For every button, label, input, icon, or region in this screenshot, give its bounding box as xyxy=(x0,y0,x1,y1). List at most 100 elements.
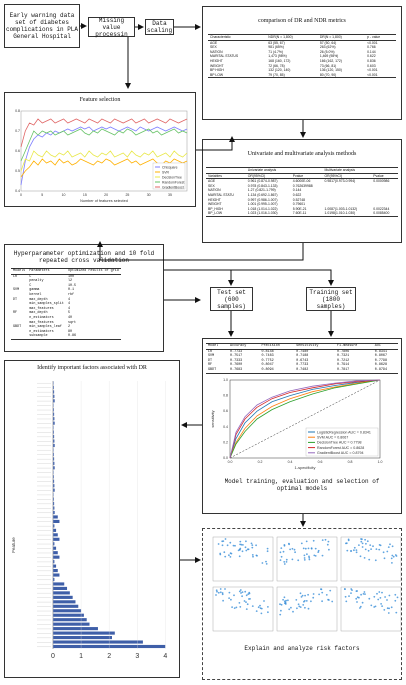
metrics-cell: 0.7212 xyxy=(337,358,350,363)
shap-point xyxy=(321,591,324,594)
shap-point xyxy=(310,600,312,603)
shap-point xyxy=(296,607,298,610)
metrics-header-cell: Sensitivity xyxy=(296,344,319,348)
shap-point xyxy=(265,560,267,563)
shap-point xyxy=(394,554,397,556)
hyperparameter-row: penalty l2 xyxy=(11,279,121,284)
roc-x-tick: 0.2 xyxy=(258,460,263,464)
shap-point xyxy=(374,559,377,562)
comparison-cell: WEIGHT xyxy=(210,63,224,68)
importance-bar xyxy=(53,551,58,555)
comparison-cell: 1,473 (98%) xyxy=(268,54,287,59)
feature-selection-chart: 0.4 0.5 0.6 0.7 0.8 0 5 10 15 20 25 30 35 Number of f… xyxy=(15,109,188,203)
shap-point xyxy=(361,538,363,541)
shap-point xyxy=(292,610,294,613)
roc-y-tick: 0.0 xyxy=(223,456,228,460)
univariate-header-cell: Pvalue xyxy=(373,173,384,178)
legend-label: DecisionTree xyxy=(162,175,182,179)
metrics-row: RF 0.7600 0.8047 0.7733 0.7914 0.8628 xyxy=(206,363,398,368)
shap-point xyxy=(314,547,317,550)
comparison-cell: 80 (70, 90) xyxy=(319,72,337,77)
importance-chart: 0 1 2 3 4 Feature xyxy=(11,381,167,660)
shap-point xyxy=(386,550,389,553)
hyperparameter-cell: 4 xyxy=(67,306,70,311)
univariate-cell: 0.79601 xyxy=(292,202,306,207)
hyperparameter-cell: RF xyxy=(13,311,18,316)
shap-point xyxy=(285,599,287,602)
univariate-cell: BP_HIGH xyxy=(208,206,223,211)
x-tick-label: 30 xyxy=(147,193,151,197)
univariate-cell: WEIGHT xyxy=(208,202,222,207)
roc-y-label: sensitivity xyxy=(210,410,215,427)
univariate-cell: 0.0022344 xyxy=(373,206,390,211)
comparison-header-cell: Characteristic xyxy=(210,35,231,39)
hyperparameter-cell: 4 xyxy=(67,302,70,307)
shap-point xyxy=(344,595,347,598)
roc-curve xyxy=(229,379,381,458)
shap-point xyxy=(267,606,269,608)
metrics-cell: 0.7798 xyxy=(374,358,387,363)
hyperparameter-cell: max_depth xyxy=(29,297,48,302)
shap-point xyxy=(391,562,393,564)
training-set-box: Training set (1800 samples) xyxy=(306,287,356,311)
shap-point xyxy=(230,598,232,601)
shap-point xyxy=(266,547,269,550)
shap-point xyxy=(251,544,254,546)
shap-point xyxy=(226,544,229,547)
metrics-cell: 0.7483 xyxy=(261,354,274,359)
source-data-text: Early warning data set of diabetes compl… xyxy=(5,12,78,40)
shap-point xyxy=(390,557,393,560)
comparison-cell: 166 (162, 172) xyxy=(319,58,342,63)
shap-point xyxy=(257,606,260,609)
metrics-cell: 0.7333 xyxy=(230,358,243,363)
shap-point xyxy=(367,549,370,552)
hyperparameter-cell: C xyxy=(29,283,32,288)
shap-point xyxy=(350,592,352,594)
importance-bar xyxy=(53,385,54,389)
hyperparameter-row: n_estimators 80 xyxy=(11,330,121,335)
test-set-box: Test set (600 samples) xyxy=(210,287,253,311)
x-tick-label: 0 xyxy=(20,193,22,197)
y-tick-label: 0.8 xyxy=(15,109,20,113)
shap-panel xyxy=(340,536,401,582)
comparison-cell: AGE xyxy=(210,40,218,45)
metrics-cell: DT xyxy=(208,358,213,363)
univariate-row: NATION 1.27 (0.821-1.799) 0.144 xyxy=(206,188,398,193)
comparison-row: WEIGHT 72 (66, 78) 73 (66, 81) 0.603 xyxy=(208,64,396,69)
shap-point xyxy=(285,561,288,563)
shap-point xyxy=(386,599,388,601)
metrics-cell: 0.7752 xyxy=(261,358,274,363)
importance-bar xyxy=(53,546,57,550)
metrics-header-cell: AUC xyxy=(374,344,381,348)
hyperparameter-row: C 10.5 xyxy=(11,284,121,289)
roc-x-tick: 0.4 xyxy=(288,460,293,464)
shap-point xyxy=(247,548,250,551)
shap-point xyxy=(307,593,309,596)
test-set-text: Test set (600 samples) xyxy=(217,288,246,310)
x-tick-label: 5 xyxy=(41,193,43,197)
shap-point xyxy=(295,599,298,601)
univariate-row: BP_HIGH 1.018 (1.014-1.022) 5.90E-21 1.0087… xyxy=(206,207,398,212)
shap-point xyxy=(224,588,226,590)
shap-point xyxy=(245,608,248,610)
series-line-decisiontree xyxy=(20,150,188,172)
shap-point xyxy=(280,555,283,558)
data-scaling-box: Data scaling xyxy=(145,19,174,35)
importance-bar xyxy=(53,461,55,465)
importance-bar xyxy=(53,470,54,474)
shap-point xyxy=(280,609,282,612)
shap-point xyxy=(289,548,291,551)
importance-bar xyxy=(53,622,90,626)
roc-diagonal xyxy=(229,379,381,458)
hyperparameter-header-cell: Parameters xyxy=(29,269,50,273)
shap-point xyxy=(376,592,378,595)
univariate-cell: AGE xyxy=(208,179,216,184)
comparison-row: AGE 63 (55, 67) 57 (50, 64) <0.001 xyxy=(208,40,396,45)
comparison-box: comparison of DR and NDR metrics Charact… xyxy=(202,6,402,120)
importance-bar xyxy=(53,466,55,470)
y-tick-label: 0.5 xyxy=(15,169,20,173)
shap-point xyxy=(245,594,248,597)
shap-point xyxy=(287,599,289,602)
shap-point xyxy=(356,590,358,592)
legend-label: RandomForest xyxy=(162,180,184,184)
